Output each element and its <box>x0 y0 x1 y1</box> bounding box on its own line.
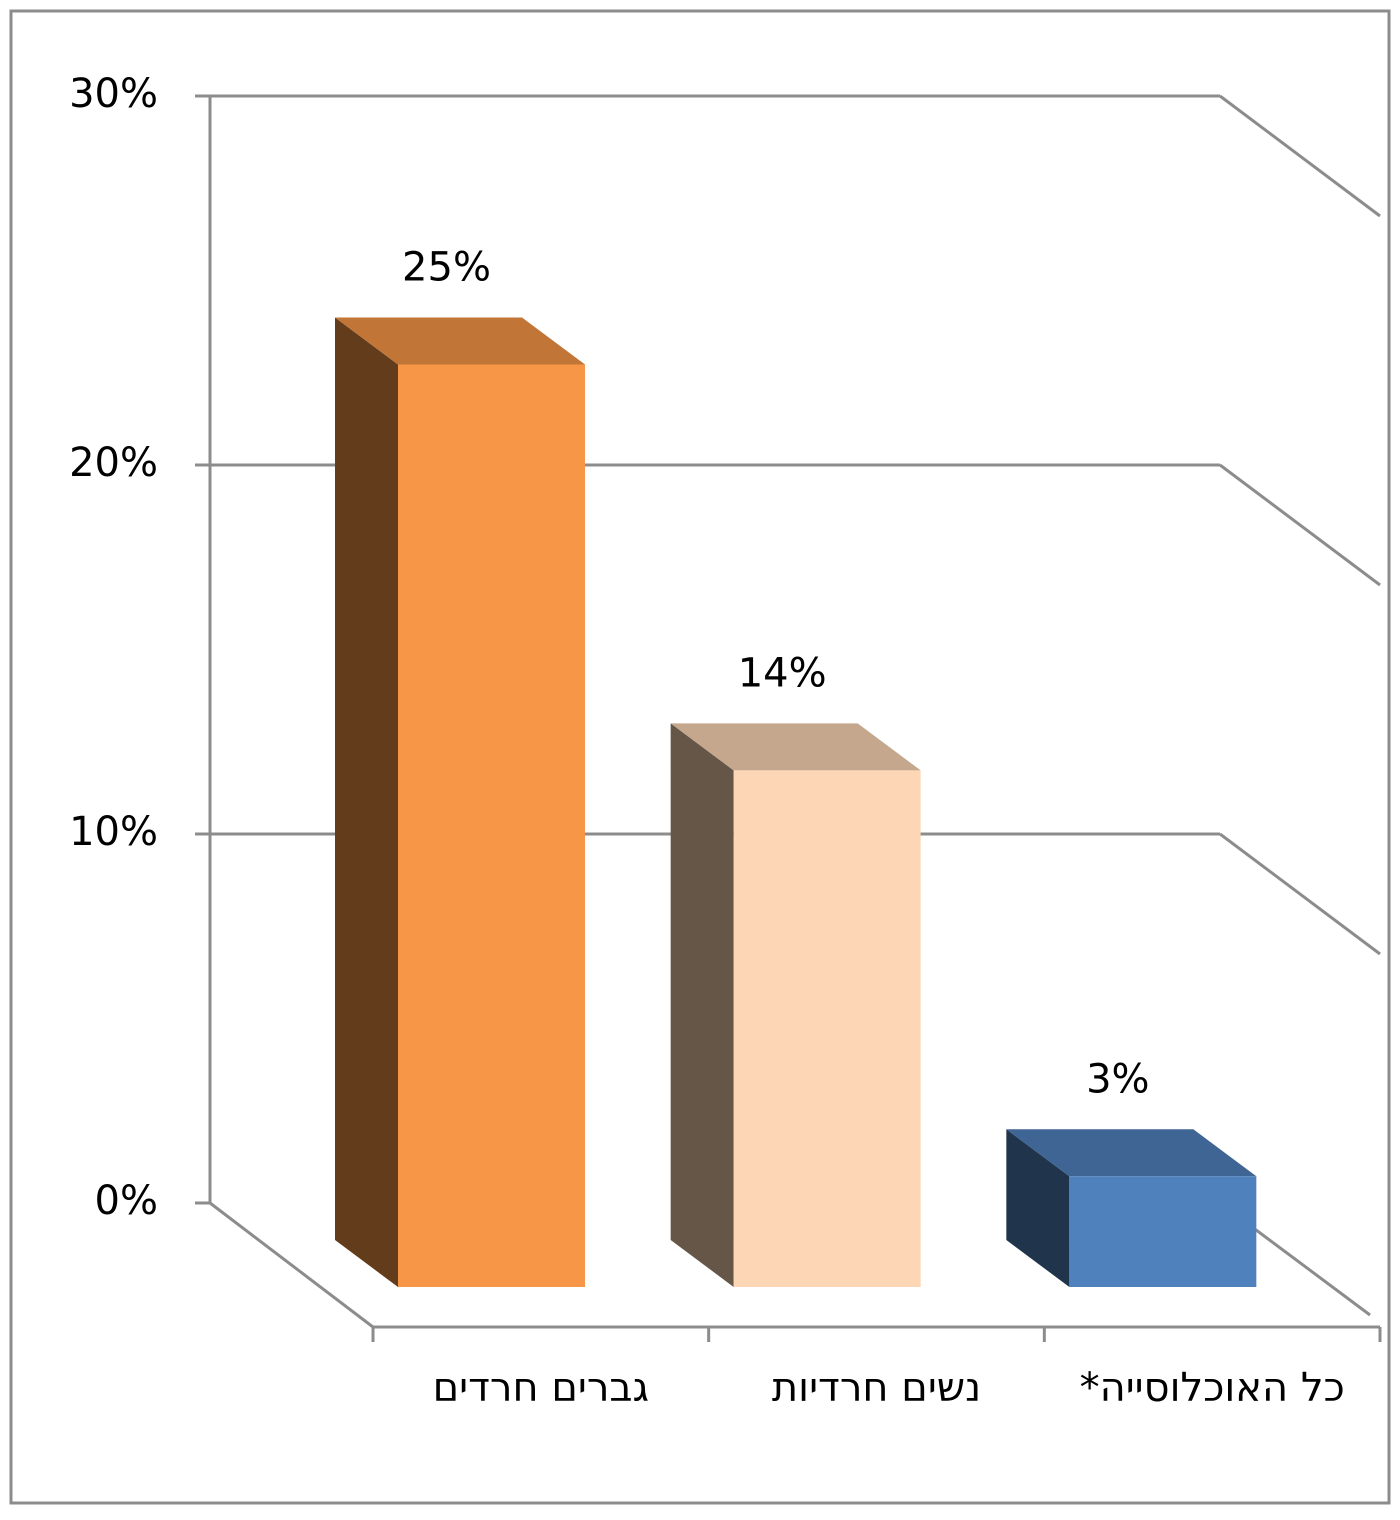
y-tick-label: 0% <box>95 1178 158 1224</box>
x-tick-label: גברים חרדים <box>433 1365 649 1411</box>
bar <box>733 770 921 1287</box>
bar <box>398 364 585 1287</box>
bar-side <box>1006 1129 1070 1287</box>
grid-line <box>1219 832 1381 956</box>
grid-line <box>1219 463 1381 587</box>
x-tick-label: נשים חרדיות <box>772 1365 981 1411</box>
bar-top <box>335 317 585 365</box>
y-tick-label: 30% <box>69 71 158 117</box>
value-label: 14% <box>738 650 827 696</box>
floor-edge <box>209 1201 374 1329</box>
bar-top <box>1006 1129 1257 1177</box>
grid-line <box>1219 94 1381 218</box>
value-label: 25% <box>402 245 491 291</box>
y-tick-label: 20% <box>69 440 158 486</box>
bar-side <box>335 317 398 1287</box>
bar-top <box>670 723 921 771</box>
bar-side <box>670 723 734 1287</box>
bar <box>1069 1176 1257 1287</box>
y-tick-label: 10% <box>69 809 158 855</box>
value-label: 3% <box>1086 1056 1149 1102</box>
x-tick-label: כל האוכלוסייה* <box>1080 1365 1345 1411</box>
